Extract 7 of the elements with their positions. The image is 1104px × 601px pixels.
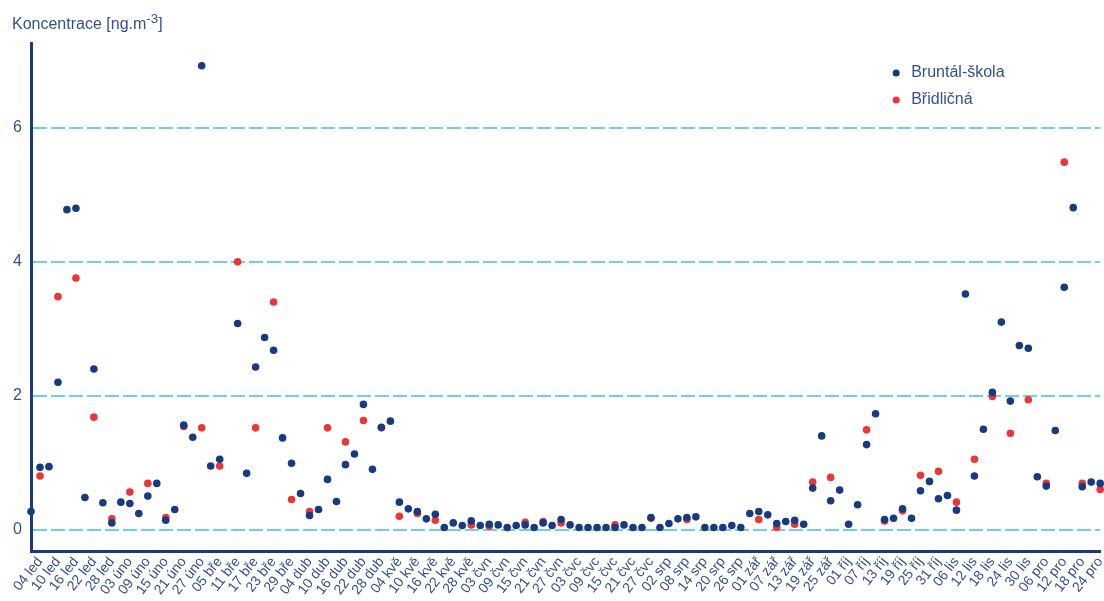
y-tick-label: 6: [13, 118, 23, 136]
y-tick-label: 0: [13, 519, 23, 537]
legend-label: Břidličná: [911, 90, 973, 108]
y-tick-label: 2: [13, 386, 23, 404]
legend-label: Bruntál-škola: [911, 63, 1005, 81]
y-axis-title: Koncentrace [ng.m$^{-3}$]: [12, 10, 163, 34]
y-tick-label: 4: [13, 252, 23, 270]
